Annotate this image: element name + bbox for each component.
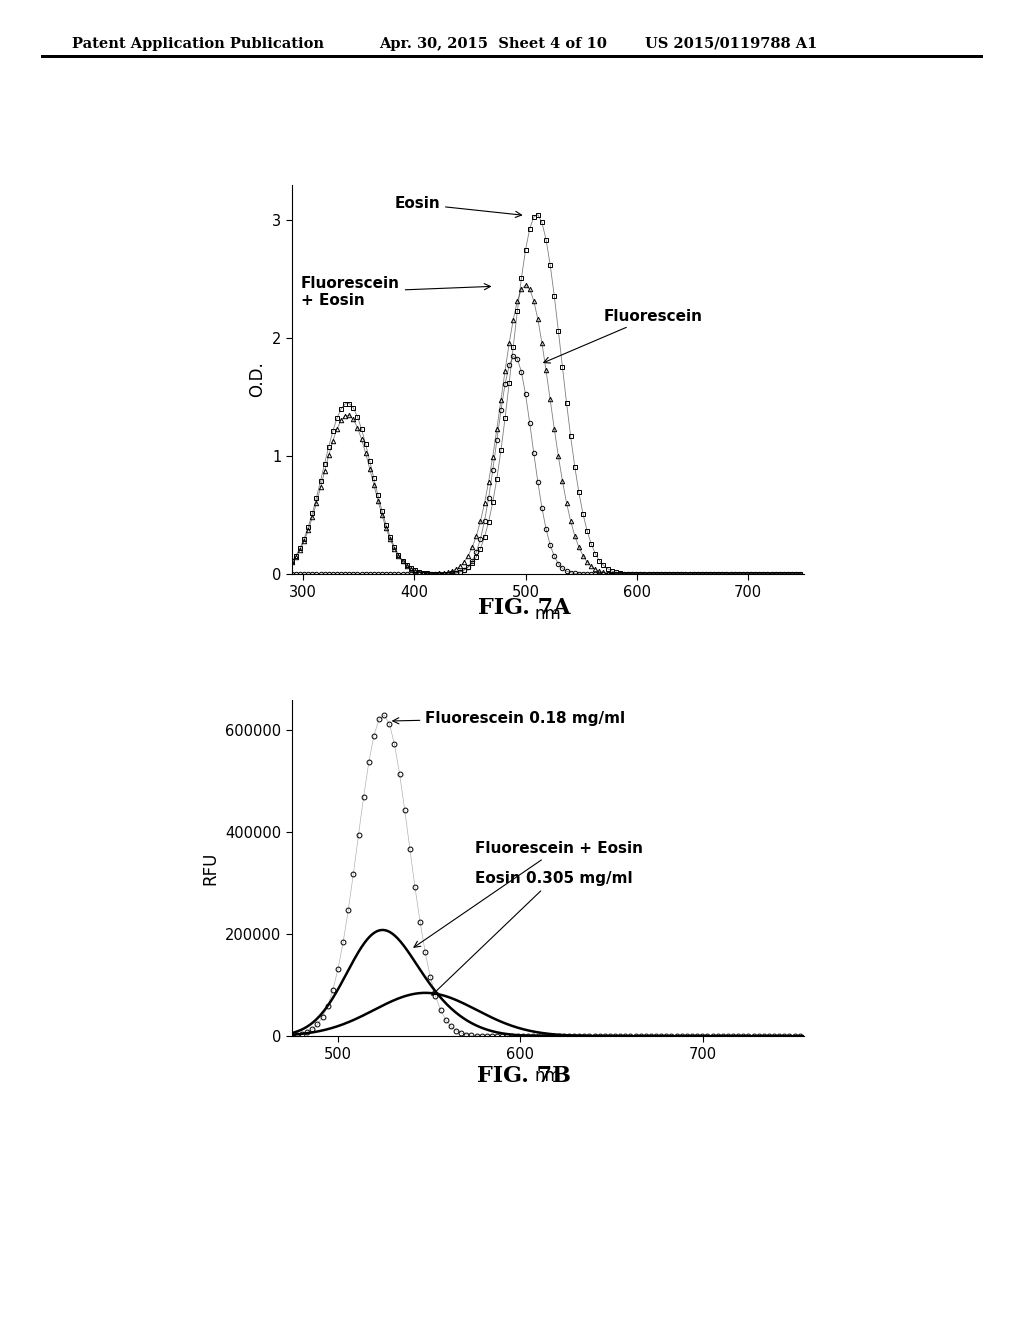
Text: Eosin 0.305 mg/ml: Eosin 0.305 mg/ml [432, 871, 633, 995]
Text: Fluorescein + Eosin: Fluorescein + Eosin [414, 841, 643, 948]
Text: FIG. 7B: FIG. 7B [477, 1065, 571, 1088]
Y-axis label: O.D.: O.D. [249, 362, 266, 397]
Y-axis label: RFU: RFU [202, 851, 219, 884]
X-axis label: nm: nm [535, 1067, 561, 1085]
Text: Eosin: Eosin [394, 197, 521, 218]
X-axis label: nm: nm [535, 605, 561, 623]
Text: Apr. 30, 2015  Sheet 4 of 10: Apr. 30, 2015 Sheet 4 of 10 [379, 37, 607, 51]
Text: Patent Application Publication: Patent Application Publication [72, 37, 324, 51]
Text: FIG. 7A: FIG. 7A [478, 597, 570, 619]
Text: Fluorescein
+ Eosin: Fluorescein + Eosin [301, 276, 490, 308]
Text: Fluorescein: Fluorescein [544, 309, 702, 363]
Text: Fluorescein 0.18 mg/ml: Fluorescein 0.18 mg/ml [393, 710, 626, 726]
Text: US 2015/0119788 A1: US 2015/0119788 A1 [645, 37, 817, 51]
